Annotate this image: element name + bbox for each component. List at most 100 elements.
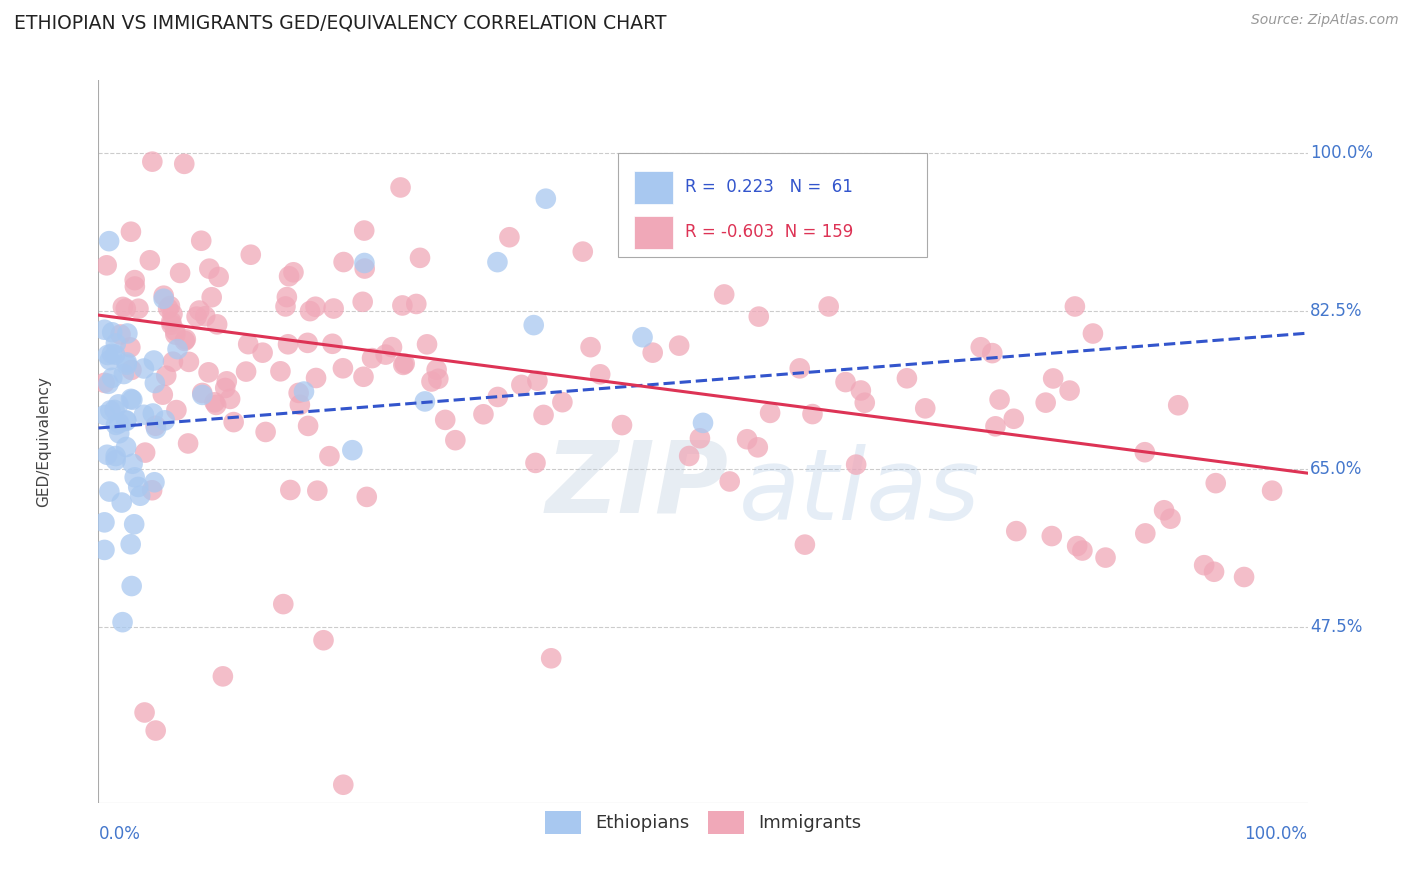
Point xyxy=(413,394,436,409)
Point xyxy=(288,398,311,412)
Point xyxy=(533,408,555,422)
Point xyxy=(111,615,134,630)
Point xyxy=(108,426,131,441)
Point xyxy=(789,361,811,376)
Point xyxy=(101,347,124,361)
Point xyxy=(914,401,936,416)
Point xyxy=(1066,539,1088,553)
Point xyxy=(124,279,146,293)
Point xyxy=(194,309,217,323)
Point xyxy=(121,457,143,471)
Point xyxy=(610,418,633,433)
Point xyxy=(153,413,176,427)
Point xyxy=(589,368,612,382)
Point xyxy=(120,225,142,239)
Point xyxy=(332,255,354,269)
Point xyxy=(205,318,228,332)
Point xyxy=(391,298,413,312)
Point xyxy=(104,417,127,432)
Point xyxy=(1071,543,1094,558)
Point xyxy=(1261,483,1284,498)
Point xyxy=(120,340,142,354)
Point xyxy=(104,348,127,362)
Point xyxy=(845,458,868,472)
Point xyxy=(127,480,149,494)
Point xyxy=(498,230,520,244)
Point xyxy=(214,381,236,395)
Text: ZIP: ZIP xyxy=(546,436,728,533)
Point xyxy=(510,377,533,392)
Point xyxy=(132,408,155,422)
Point xyxy=(571,244,593,259)
Point xyxy=(122,517,145,532)
Point xyxy=(1192,558,1215,573)
Point xyxy=(735,432,758,446)
Point xyxy=(124,470,146,484)
Text: 0.0%: 0.0% xyxy=(98,825,141,843)
Point xyxy=(353,256,375,270)
Point xyxy=(145,421,167,435)
Point xyxy=(121,392,143,407)
Point xyxy=(159,299,181,313)
Point xyxy=(834,375,856,389)
Point xyxy=(1135,526,1157,541)
Point xyxy=(297,418,319,433)
Point xyxy=(198,261,221,276)
Point xyxy=(173,334,195,348)
Point xyxy=(534,192,557,206)
Point xyxy=(98,234,121,248)
Point xyxy=(121,579,143,593)
Point xyxy=(321,336,343,351)
Point xyxy=(165,327,187,342)
Point xyxy=(1035,395,1057,409)
Point xyxy=(121,363,143,377)
Point xyxy=(322,301,344,316)
Point xyxy=(160,318,183,332)
Point xyxy=(104,449,127,463)
Point xyxy=(93,542,115,557)
Point xyxy=(352,294,374,309)
Point xyxy=(356,490,378,504)
Point xyxy=(188,303,211,318)
Point xyxy=(668,338,690,352)
Point xyxy=(678,449,700,463)
Point xyxy=(98,484,121,499)
Point xyxy=(101,326,124,340)
Point xyxy=(98,403,121,417)
Point xyxy=(145,418,167,433)
Point xyxy=(292,384,315,399)
Point xyxy=(332,361,354,376)
Point xyxy=(713,287,735,301)
Point xyxy=(152,387,174,401)
Point xyxy=(111,300,134,314)
Point xyxy=(283,265,305,279)
Point xyxy=(141,154,163,169)
Point xyxy=(177,436,200,450)
Point xyxy=(353,261,375,276)
Point xyxy=(981,346,1004,360)
Point xyxy=(239,248,262,262)
Point xyxy=(1081,326,1104,341)
Point xyxy=(307,483,329,498)
Point xyxy=(142,407,165,421)
Point xyxy=(127,301,149,316)
Point xyxy=(718,475,741,489)
Point xyxy=(551,395,574,409)
Point xyxy=(143,475,166,490)
Point xyxy=(392,358,415,372)
Text: 82.5%: 82.5% xyxy=(1310,301,1362,319)
Point xyxy=(157,301,180,316)
Point xyxy=(165,324,187,338)
Point xyxy=(134,445,156,459)
Point xyxy=(426,362,449,376)
Point xyxy=(299,304,322,318)
Point xyxy=(93,323,115,337)
Point xyxy=(96,258,118,272)
Text: GED/Equivalency: GED/Equivalency xyxy=(37,376,52,507)
Point xyxy=(276,290,298,304)
Point xyxy=(160,315,183,329)
FancyBboxPatch shape xyxy=(634,216,672,249)
Point xyxy=(103,403,125,417)
Point xyxy=(117,326,139,341)
Point xyxy=(1167,398,1189,412)
